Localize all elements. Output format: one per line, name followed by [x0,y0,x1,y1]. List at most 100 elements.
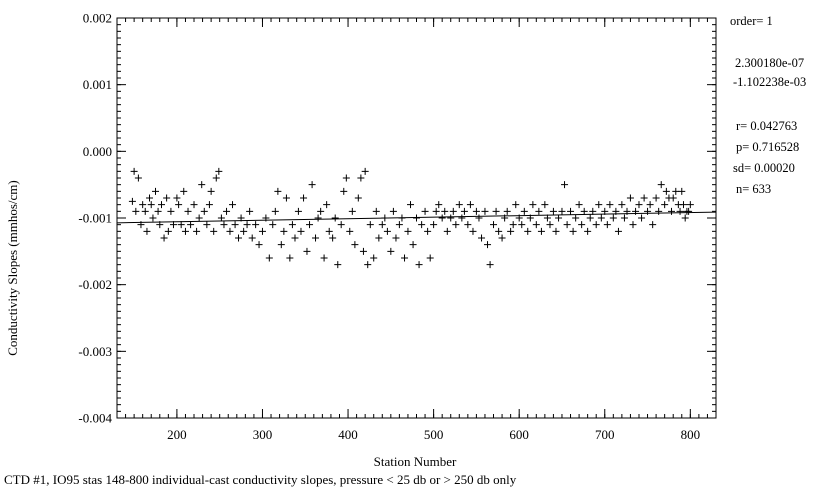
data-point [512,201,520,209]
stat-p: p= 0.716528 [736,140,799,154]
x-tick-label: 300 [253,427,273,442]
data-point [629,221,637,229]
data-point [398,214,406,222]
data-point [291,234,299,242]
data-point [331,214,339,222]
data-point [375,234,383,242]
data-point [668,207,676,215]
data-point [638,214,646,222]
y-tick-label: 0.002 [83,11,112,26]
data-point [635,201,643,209]
data-point [541,201,549,209]
data-point [364,261,372,269]
data-point [486,261,494,269]
data-point [146,194,154,202]
data-point [198,181,206,189]
data-point [503,207,511,215]
stat-sd: sd= 0.00020 [733,161,795,175]
data-point [320,254,328,262]
data-point [430,221,438,229]
data-point [595,201,603,209]
data-point [492,207,500,215]
data-point [175,201,183,209]
data-point [205,201,213,209]
x-axis-label: Station Number [374,454,457,469]
data-point [672,187,680,195]
figure-caption: CTD #1, IO95 stas 148-800 individual-cas… [4,472,517,487]
data-point [415,261,423,269]
data-point [640,194,648,202]
data-point [526,214,534,222]
data-point [294,207,302,215]
data-point [620,214,628,222]
data-point [193,227,201,235]
data-point [646,201,654,209]
data-point [300,194,308,202]
data-point [555,214,563,222]
data-point [378,221,386,229]
data-point [535,207,543,215]
data-point [154,207,162,215]
data-point [164,227,172,235]
data-point [212,174,220,182]
data-point [438,214,446,222]
data-point [458,214,466,222]
data-point [509,221,517,229]
data-point [325,227,333,235]
data-point [141,207,149,215]
data-point [389,207,397,215]
data-point [177,221,185,229]
data-point [157,201,165,209]
y-tick-label: -0.001 [78,211,112,226]
y-tick-label: -0.003 [78,344,112,359]
data-point [484,241,492,249]
data-point [215,167,223,175]
data-point [572,214,580,222]
data-point [558,207,566,215]
data-point [679,201,687,209]
data-point [409,241,417,249]
data-point [387,247,395,255]
data-point [537,227,545,235]
data-point [449,207,457,215]
data-point [262,214,270,222]
data-point [346,227,354,235]
data-point [475,214,483,222]
data-point [589,207,597,215]
data-point [274,187,282,195]
data-point [167,207,175,215]
data-point [520,207,528,215]
data-point [661,201,669,209]
data-point [226,227,234,235]
major-ticks [117,17,716,419]
data-point [152,187,160,195]
data-point [128,197,136,205]
y-axis-label: Conductivity Slopes (mmhos/cm) [5,180,20,356]
data-point [220,221,228,229]
data-point [649,221,657,229]
data-point [337,221,345,229]
data-point [357,174,365,182]
data-point [669,194,677,202]
minor-ticks [117,17,717,419]
data-point [490,221,498,229]
data-point [381,214,389,222]
data-point [366,221,374,229]
data-point [288,221,296,229]
data-point [156,221,164,229]
data-point [478,234,486,242]
data-point [246,207,254,215]
tick-labels: 200 300 400 500 600 700 800 0.002 0.001 0.000 -0.0… [78,11,700,443]
data-point [529,201,537,209]
data-point [407,201,415,209]
stat-coef1: 2.300180e-07 [735,56,804,70]
y-tick-label: -0.002 [78,277,112,292]
data-point [455,201,463,209]
data-point [426,254,434,262]
data-point [180,187,188,195]
data-point [501,214,509,222]
data-point [626,194,634,202]
data-point [424,227,432,235]
data-point [686,201,694,209]
data-point [447,214,455,222]
